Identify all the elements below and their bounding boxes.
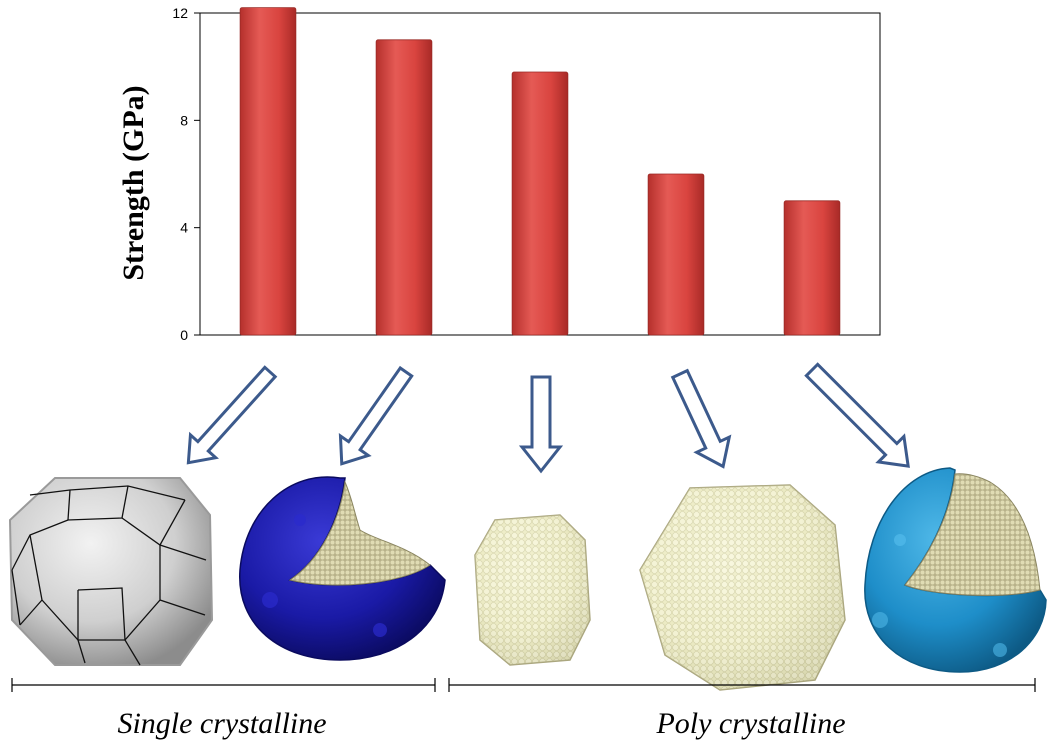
- bar: [239, 7, 297, 336]
- bar: [375, 39, 433, 336]
- y-tick-label: 8: [180, 112, 188, 128]
- arrow-down-left-icon: [338, 365, 414, 466]
- truncated-octahedron-icon: [8, 477, 214, 666]
- arrows: [186, 362, 910, 474]
- plot-area: 0 4 8 12: [172, 5, 881, 343]
- group-bracket-poly: [448, 678, 1036, 692]
- cutaway-shell-icon: [864, 467, 1047, 673]
- y-axis: 0 4 8 12: [172, 5, 200, 343]
- y-tick-label: 0: [180, 327, 188, 343]
- arrow-down-icon: [518, 375, 564, 474]
- cutaway-shell-icon: [239, 476, 446, 661]
- large-cluster-icon: [639, 484, 846, 691]
- small-cluster-icon: [474, 514, 591, 666]
- bar: [511, 71, 569, 336]
- y-axis-label: Strength (GPa): [117, 85, 150, 280]
- arrow-down-right-icon: [670, 368, 732, 469]
- arrow-down-left-icon: [186, 365, 278, 465]
- y-tick-label: 4: [180, 220, 188, 236]
- bar: [783, 200, 841, 336]
- y-tick-label: 12: [172, 5, 188, 21]
- arrow-down-right-icon: [804, 362, 910, 468]
- group-label-poly: Poly crystalline: [655, 707, 845, 740]
- bar: [647, 173, 705, 336]
- group-bracket-single: [11, 678, 436, 692]
- bars: [239, 7, 841, 336]
- group-label-single: Single crystalline: [117, 707, 326, 740]
